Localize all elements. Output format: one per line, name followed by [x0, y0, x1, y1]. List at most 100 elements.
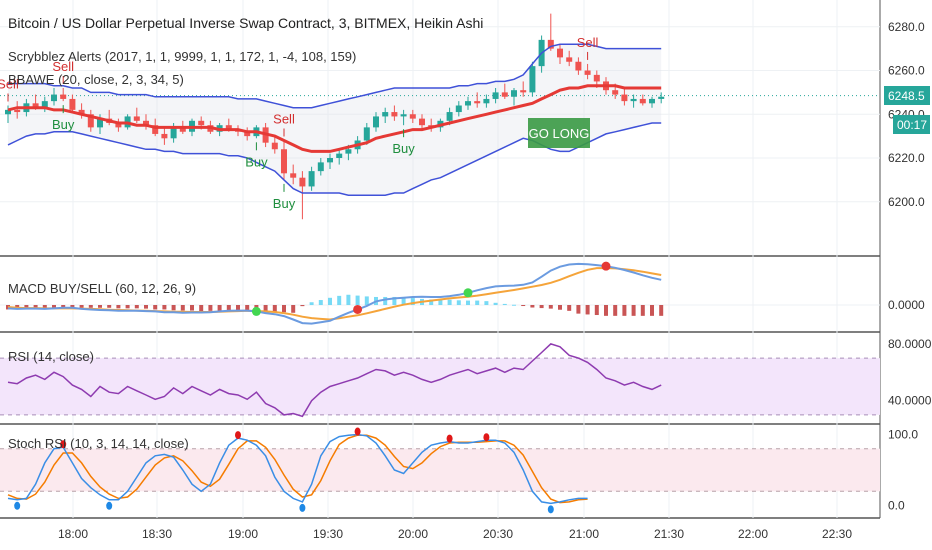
macd-histogram-bar [383, 296, 388, 306]
macd-histogram-bar [558, 305, 562, 310]
countdown-text: 00:17 [897, 118, 927, 132]
macd-indicator-label[interactable]: MACD BUY/SELL (60, 12, 26, 9) [8, 281, 196, 296]
heikin-ashi-candle [244, 127, 251, 141]
macd-histogram-bar [180, 305, 185, 311]
macd-histogram-bar [613, 305, 618, 316]
macd-histogram-bar [33, 305, 38, 309]
candle-body [281, 149, 287, 174]
heikin-ashi-candle [373, 112, 379, 132]
macd-histogram-bar [125, 305, 130, 309]
macd-histogram-bar [171, 305, 176, 311]
rsi-indicator-label[interactable]: RSI (14, close) [8, 349, 94, 364]
heikin-ashi-candle [658, 92, 665, 104]
rsi-pane[interactable] [0, 343, 880, 418]
candle-body [575, 61, 582, 71]
sell-signal-label: Sell [0, 77, 19, 92]
macd-histogram-bar [392, 296, 397, 306]
go-long-annotation: GO LONG [528, 118, 590, 148]
macd-line [7, 262, 662, 325]
stoch-rsi-indicator-label[interactable]: Stoch RSI (10, 3, 14, 14, close) [8, 436, 189, 451]
time-tick-label: 19:00 [228, 527, 258, 541]
macd-histogram-bar [512, 304, 516, 306]
macd-histogram-bar [236, 305, 240, 312]
stoch-rsi-pane[interactable] [0, 427, 880, 514]
heikin-ashi-candle [465, 96, 471, 110]
macd-histogram-bar [61, 305, 66, 309]
stoch-tick-label: 100.0 [888, 428, 918, 442]
candle-body [244, 131, 251, 137]
macd-histogram-bar [585, 305, 590, 315]
sell-signal-label: Sell [577, 35, 599, 50]
stoch-high-dot [235, 431, 241, 440]
time-tick-label: 20:30 [483, 527, 513, 541]
macd-histogram-bar [309, 302, 314, 306]
stoch-high-dot [354, 427, 361, 436]
heikin-ashi-candle [639, 94, 646, 106]
heikin-ashi-candle [419, 114, 425, 130]
candle-body [566, 57, 573, 62]
time-axis[interactable]: 18:00 18:30 19:00 19:30 20:00 20:30 21:00 21:30… [58, 527, 852, 541]
heikin-ashi-candle [557, 44, 563, 64]
heikin-ashi-candle [511, 88, 517, 106]
macd-histogram-bar [116, 305, 121, 309]
candle-body [409, 114, 416, 119]
candle-body [115, 123, 122, 128]
candle-body [308, 171, 315, 187]
go-long-box [528, 118, 590, 148]
heikin-ashi-candle [483, 94, 490, 108]
candle-body [501, 92, 508, 97]
macd-histogram-bar [98, 305, 102, 308]
candle-body [87, 114, 94, 128]
time-tick-label: 19:30 [313, 527, 343, 541]
stoch-high-dot [483, 433, 490, 442]
candle-body [658, 96, 665, 99]
heikin-ashi-candle [281, 140, 287, 180]
heikin-ashi-candle [501, 83, 508, 99]
macd-pane[interactable] [6, 261, 664, 325]
macd-histogram-bar [521, 305, 526, 307]
macd-histogram-bar [291, 305, 296, 313]
price-tick-label: 6260.0 [888, 64, 925, 78]
heikin-ashi-candle [317, 158, 324, 176]
macd-histogram-bar [226, 305, 231, 311]
candle-body [41, 101, 48, 108]
macd-sell-dot [353, 304, 363, 314]
candle-body [511, 90, 517, 97]
candle-body [557, 48, 563, 58]
heikin-ashi-candle [327, 153, 333, 169]
candle-body [474, 101, 481, 104]
macd-histogram-bar [622, 305, 627, 316]
macd-histogram-bar [640, 305, 645, 316]
candle-body [400, 114, 407, 117]
chart-title: Bitcoin / US Dollar Perpetual Inverse Sw… [8, 15, 483, 31]
candle-body [69, 98, 76, 110]
time-tick-label: 22:30 [822, 527, 852, 541]
candle-body [621, 94, 628, 102]
stoch-high-dot [446, 434, 453, 443]
macd-histogram-bar [594, 305, 599, 316]
last-price-text: 6248.5 [888, 89, 925, 103]
buy-signal-label: Buy [273, 196, 296, 211]
candle-body [492, 92, 499, 99]
macd-histogram-bar [337, 295, 342, 306]
price-pane[interactable]: Sell Sell Buy Buy Buy Sell Buy Sell GO LONG [0, 13, 880, 220]
candle-body [345, 149, 352, 154]
price-tick-label: 6220.0 [888, 151, 925, 165]
candle-body [327, 158, 333, 163]
candle-body [446, 112, 453, 121]
bbawe-indicator-label[interactable]: BBAWE (20, close, 2, 3, 34, 5) [8, 72, 184, 87]
stoch-d-line [7, 434, 588, 504]
macd-histogram-bar [650, 305, 654, 316]
heikin-ashi-candle [87, 109, 94, 132]
scrybblez-indicator-label[interactable]: Scrybblez Alerts (2017, 1, 1, 9999, 1, 1… [8, 49, 356, 64]
macd-histogram-bar [144, 305, 148, 309]
stoch-k-line [7, 433, 588, 505]
macd-histogram-bar [502, 303, 507, 306]
macd-histogram-bar [659, 305, 664, 316]
candle-body [391, 112, 398, 117]
heikin-ashi-candle [621, 88, 628, 106]
go-long-label: GO LONG [529, 126, 590, 141]
candle-body [529, 66, 536, 93]
heikin-ashi-candle [60, 88, 67, 102]
